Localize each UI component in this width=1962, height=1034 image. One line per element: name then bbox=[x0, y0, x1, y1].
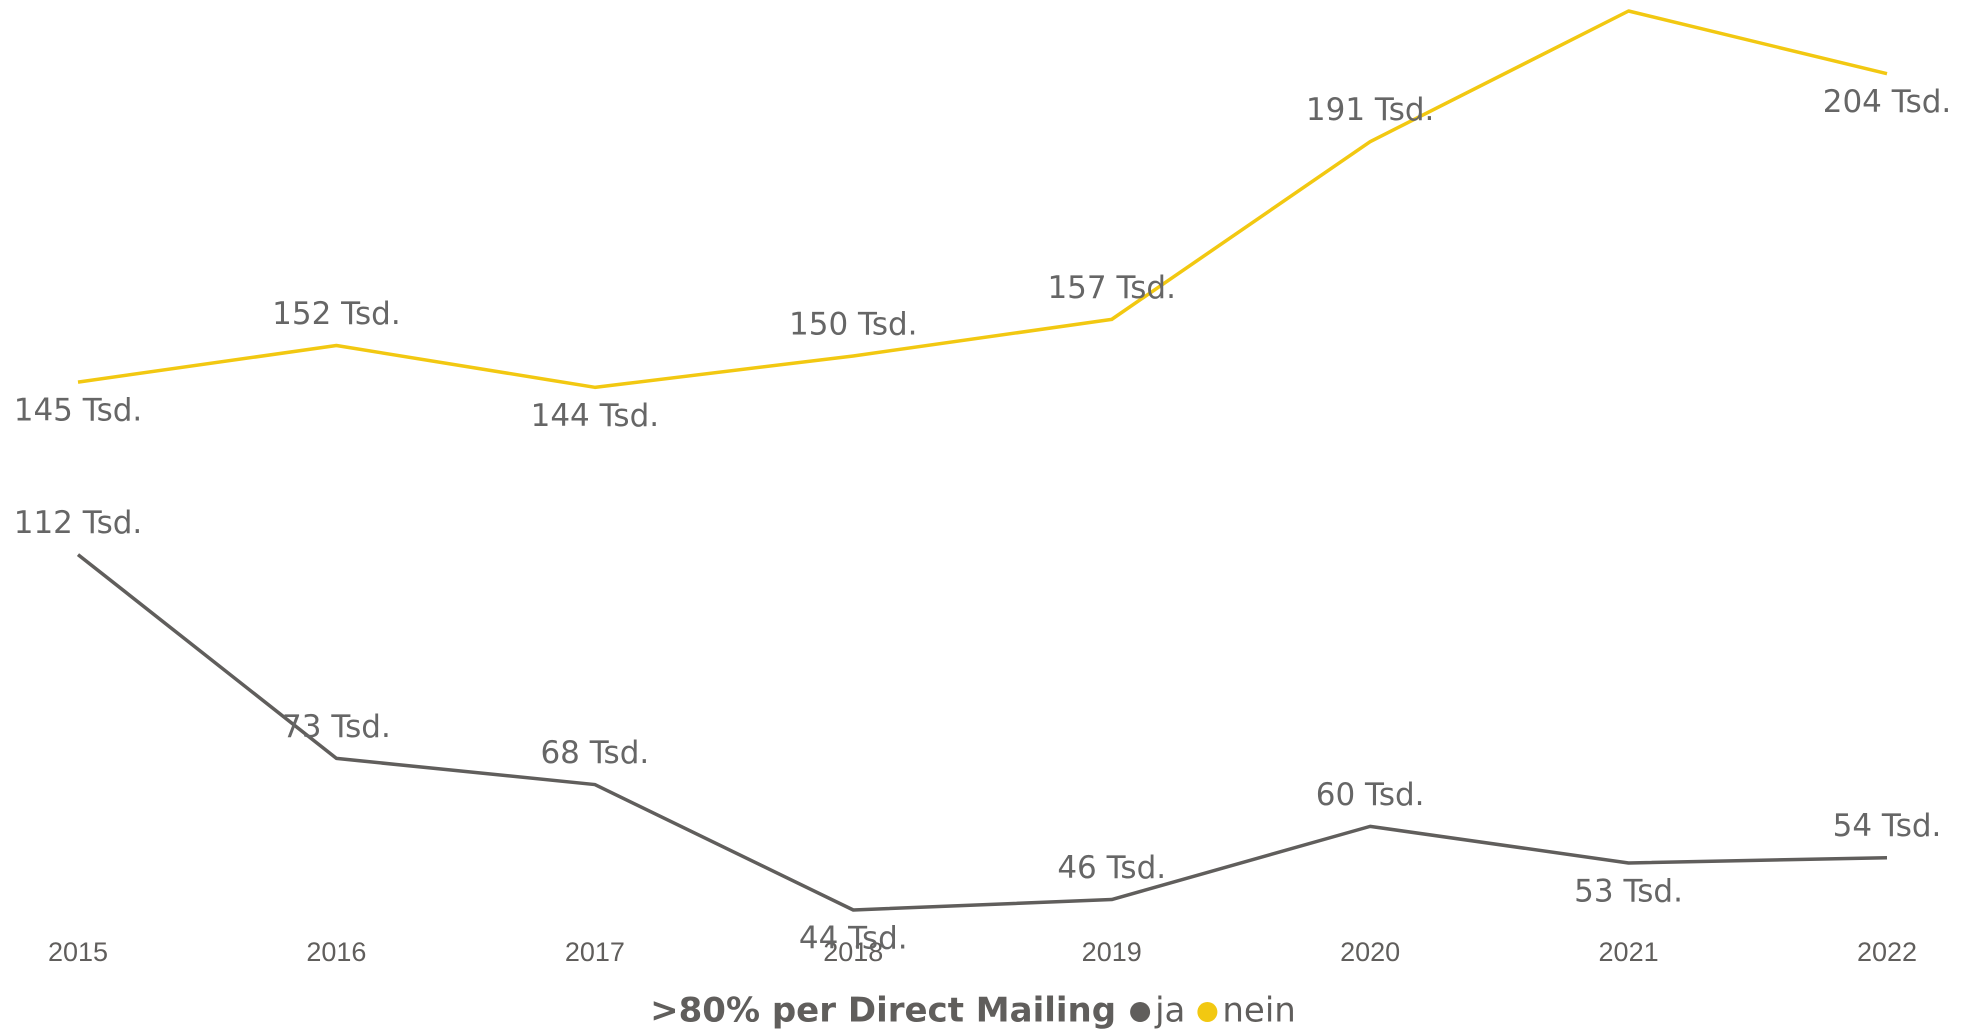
legend-marker bbox=[1197, 1002, 1218, 1022]
legend-label: ja bbox=[1154, 991, 1185, 1031]
x-tick-label: 2021 bbox=[1599, 937, 1659, 967]
data-label: 44 Tsd. bbox=[799, 921, 908, 957]
x-tick-label: 2015 bbox=[48, 937, 108, 967]
data-label: 54 Tsd. bbox=[1833, 808, 1942, 844]
data-label: 191 Tsd. bbox=[1306, 92, 1435, 128]
x-tick-label: 2017 bbox=[565, 937, 625, 967]
x-tick-label: 2022 bbox=[1857, 937, 1917, 967]
data-label: 53 Tsd. bbox=[1574, 873, 1683, 909]
data-label: 68 Tsd. bbox=[540, 735, 649, 771]
legend-label: nein bbox=[1222, 991, 1295, 1031]
data-label: 150 Tsd. bbox=[789, 306, 918, 342]
legend-title: >80% per Direct Mailing bbox=[650, 991, 1116, 1031]
data-label: 112 Tsd. bbox=[14, 505, 143, 541]
legend-marker bbox=[1130, 1002, 1151, 1022]
legend: >80% per Direct Mailing ja nein bbox=[650, 991, 1296, 1031]
x-tick-label: 2020 bbox=[1340, 937, 1400, 967]
series-line bbox=[76, 553, 1888, 912]
x-tick-label: 2018 bbox=[823, 937, 883, 967]
series-line bbox=[77, 9, 1888, 390]
data-label: 157 Tsd. bbox=[1047, 270, 1176, 306]
data-label: 152 Tsd. bbox=[272, 296, 401, 332]
data-label: 145 Tsd. bbox=[14, 393, 143, 429]
data-label: 204 Tsd. bbox=[1823, 84, 1952, 120]
data-label: 60 Tsd. bbox=[1316, 777, 1425, 813]
x-tick-label: 2019 bbox=[1082, 937, 1142, 967]
x-tick-label: 2016 bbox=[306, 937, 366, 967]
data-label: 144 Tsd. bbox=[531, 398, 660, 434]
data-label: 46 Tsd. bbox=[1057, 850, 1166, 886]
data-label: 73 Tsd. bbox=[282, 709, 391, 745]
